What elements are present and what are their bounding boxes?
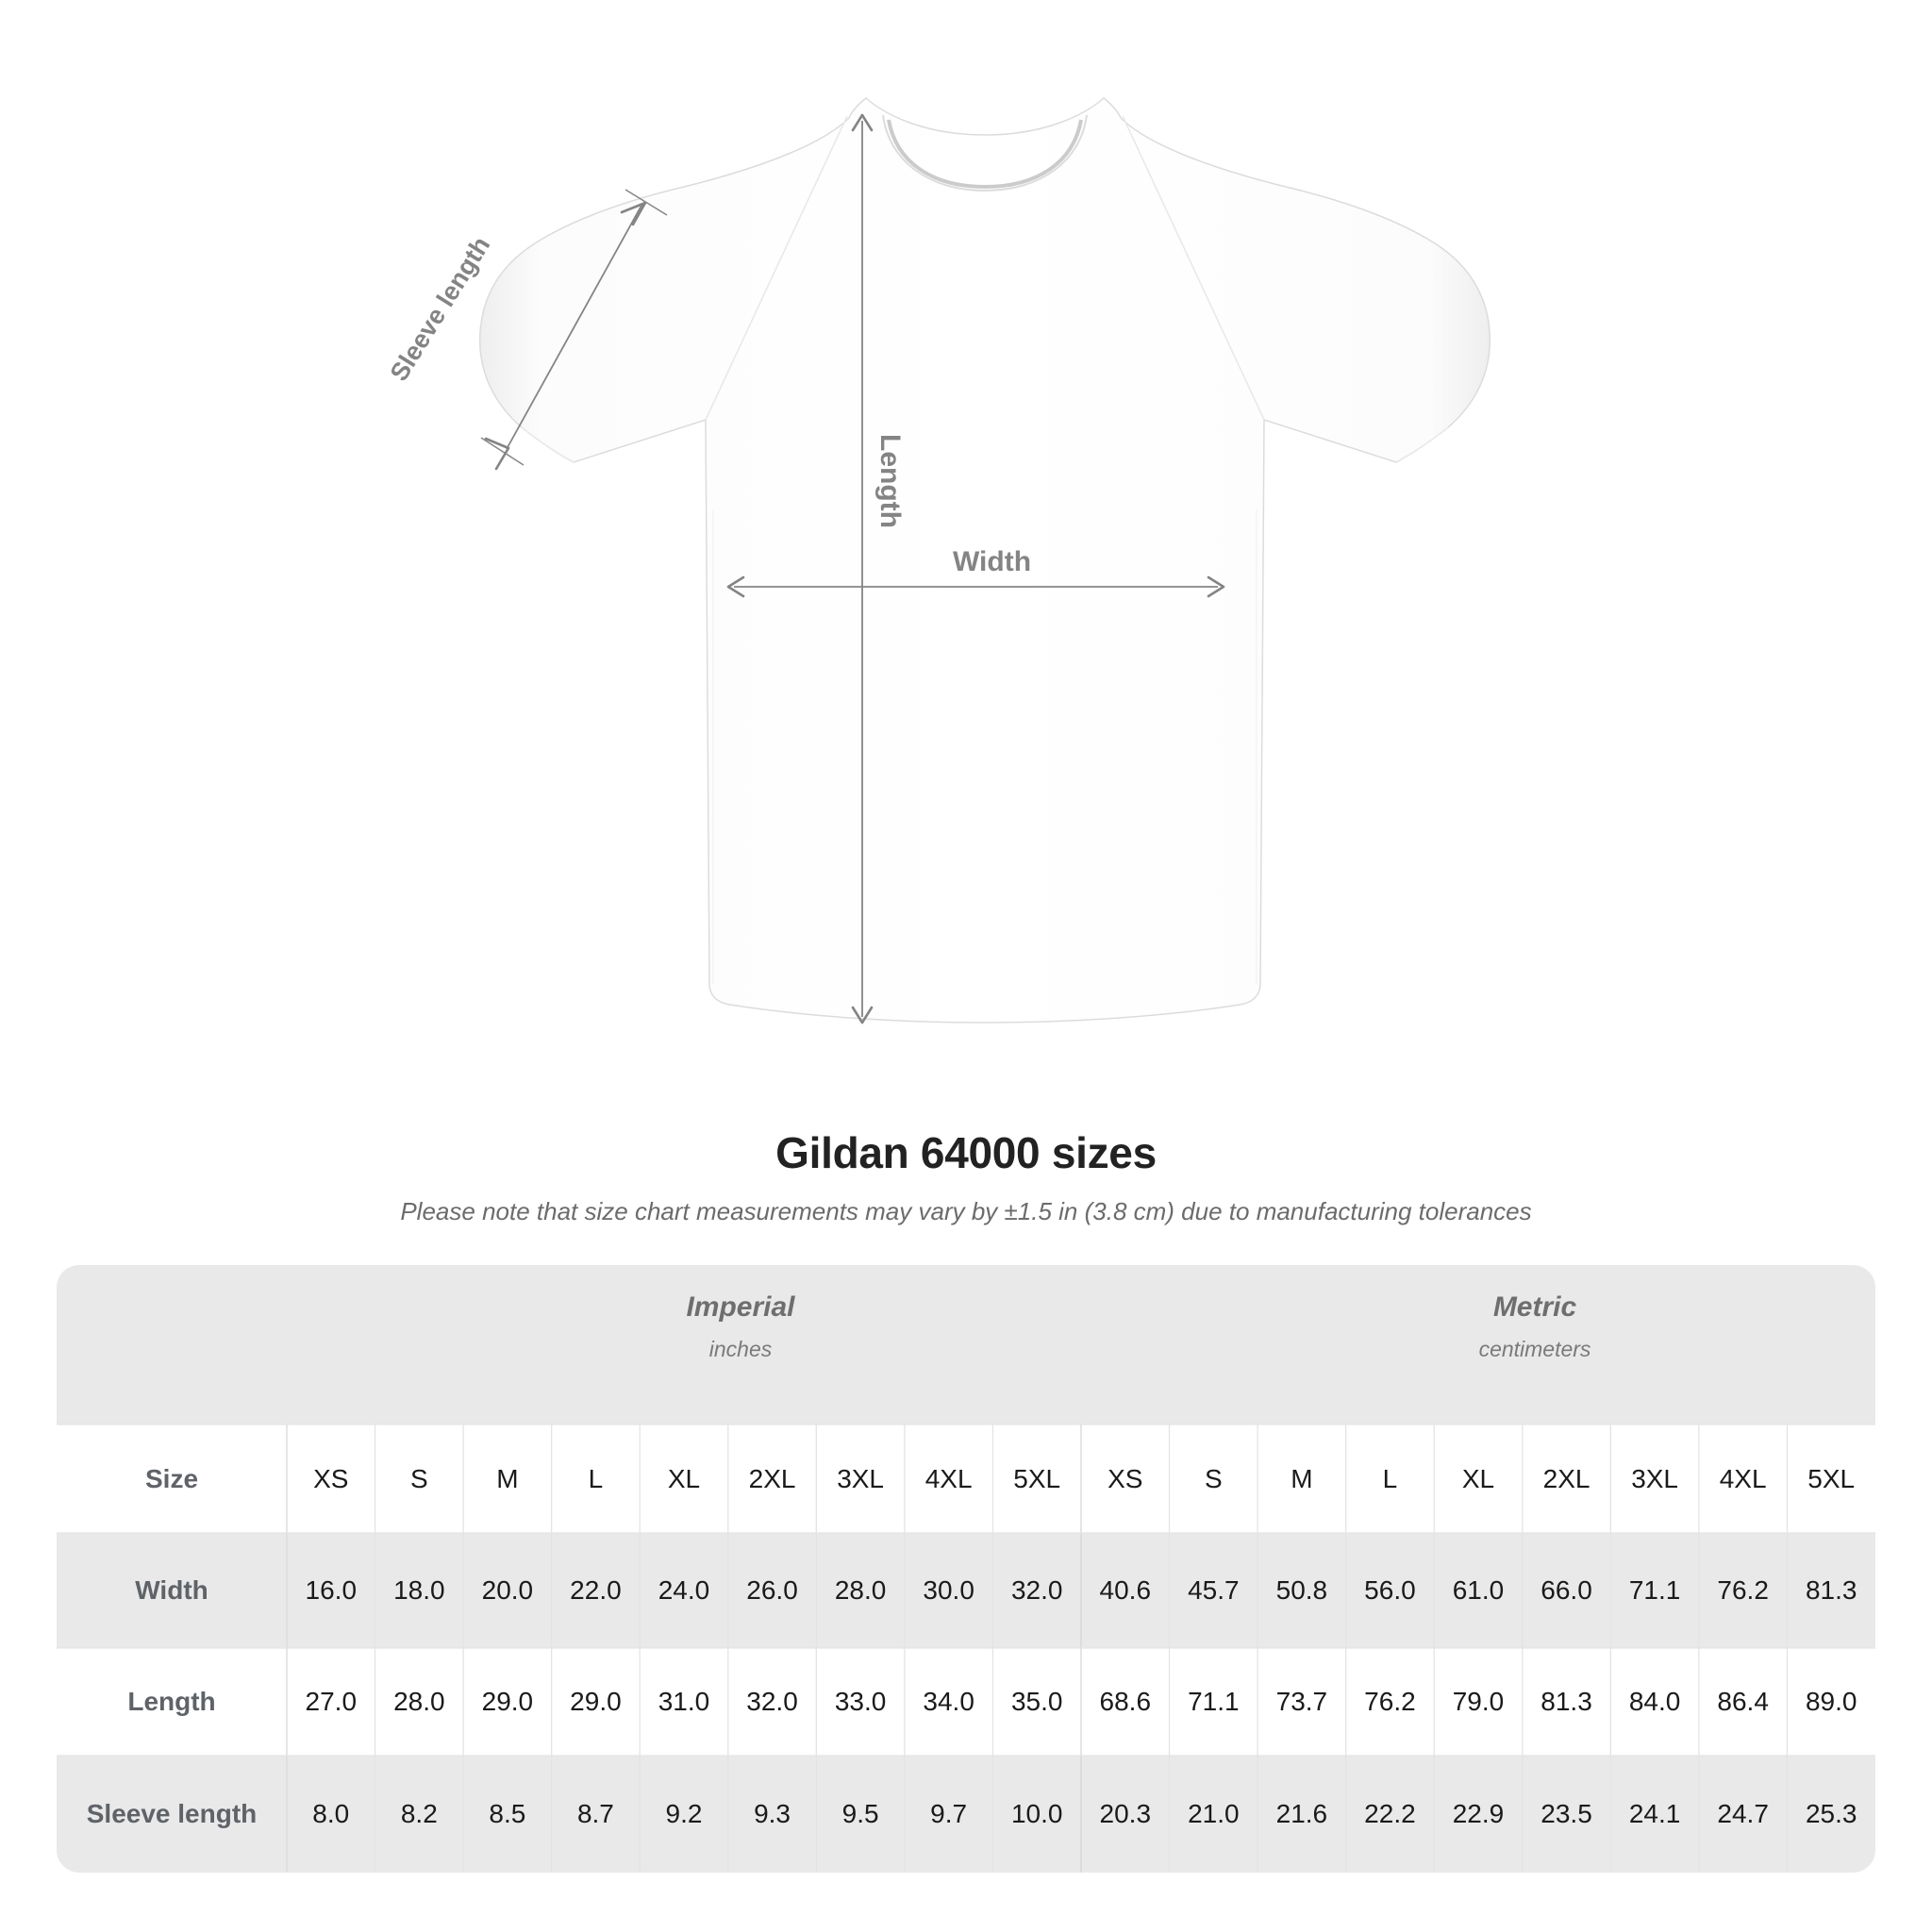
svg-text:Sleeve length: Sleeve length [385, 232, 496, 387]
svg-text:Width: Width [953, 546, 1031, 577]
svg-text:Length: Length [874, 434, 906, 528]
